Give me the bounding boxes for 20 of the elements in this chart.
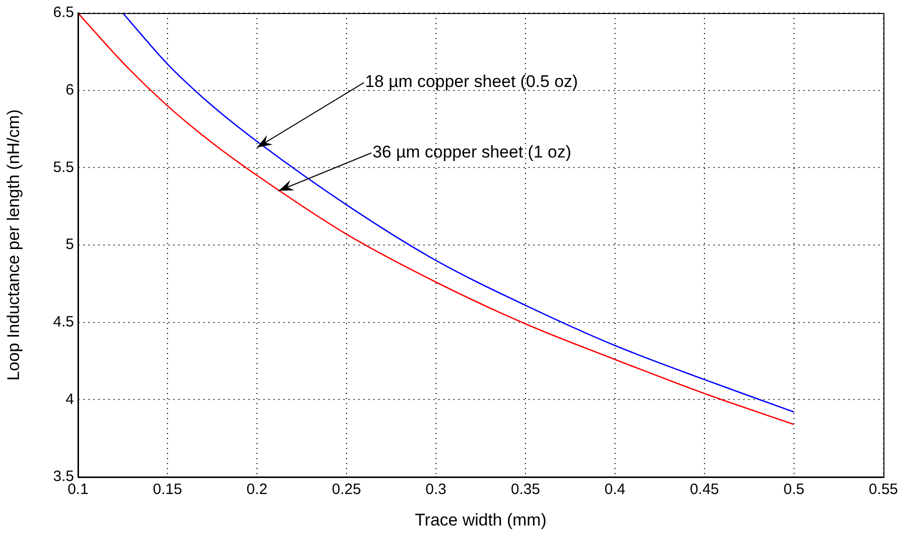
x-tick-label: 0.5 <box>783 481 804 498</box>
x-tick-label: 0.1 <box>68 481 88 498</box>
annotation: 18 µm copper sheet (0.5 oz) <box>364 72 578 92</box>
x-tick-label: 0.25 <box>332 481 362 498</box>
x-tick-label: 0.2 <box>246 481 268 498</box>
x-tick-label: 0.35 <box>510 481 540 498</box>
y-tick-label: 5 <box>66 236 74 254</box>
x-tick-label: 0.55 <box>868 481 898 498</box>
y-tick-label: 6 <box>66 81 74 98</box>
x-tick-label: 0.15 <box>152 481 182 498</box>
y-tick-label: 5.5 <box>53 158 74 176</box>
y-tick-label: 6.5 <box>53 4 74 22</box>
x-tick-label: 0.45 <box>690 481 720 498</box>
y-axis-title: Loop Inductance per length (nH/cm) <box>4 109 23 381</box>
y-tick-label: 4.5 <box>53 313 74 330</box>
x-axis-title: Trace width (mm) <box>414 510 547 530</box>
x-tick-label: 0.3 <box>426 481 446 498</box>
x-tick-label: 0.4 <box>604 481 626 498</box>
annotation: 36 µm copper sheet (1 oz) <box>372 142 572 162</box>
y-tick-label: 4 <box>66 390 74 408</box>
